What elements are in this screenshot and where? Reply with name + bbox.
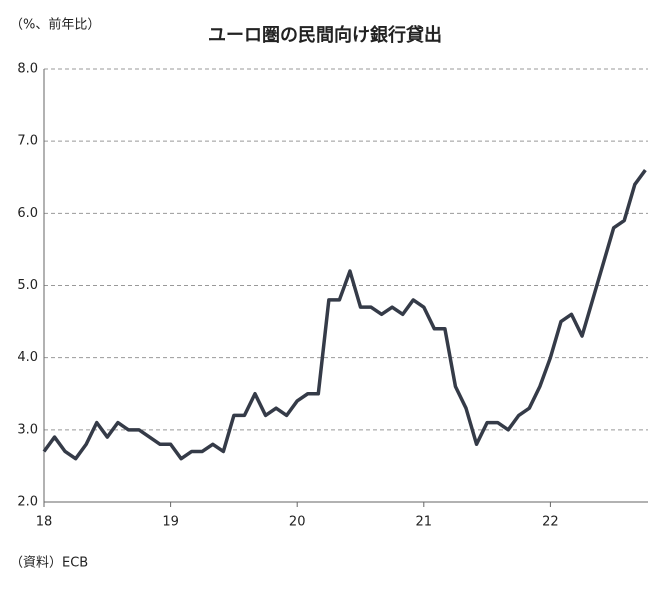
y-tick-label: 8.0 (17, 62, 38, 77)
y-tick-label: 6.0 (17, 206, 38, 221)
x-tick-label: 18 (36, 515, 53, 530)
x-tick-label: 22 (542, 515, 559, 530)
y-tick-label: 5.0 (17, 278, 38, 293)
y-axis-label: （%、前年比） (10, 17, 100, 33)
chart-title: ユーロ圏の民間向け銀行貸出 (208, 24, 442, 46)
data-line (42, 169, 647, 461)
y-tick-label: 2.0 (17, 495, 38, 510)
x-tick-label: 21 (416, 515, 433, 530)
x-tick-label: 19 (162, 515, 179, 530)
x-tick-label: 20 (289, 515, 306, 530)
source: （資料）ECB (10, 556, 88, 571)
y-tick-label: 7.0 (17, 134, 38, 149)
y-tick-label: 4.0 (17, 350, 38, 365)
y-tick-label: 3.0 (17, 422, 38, 437)
